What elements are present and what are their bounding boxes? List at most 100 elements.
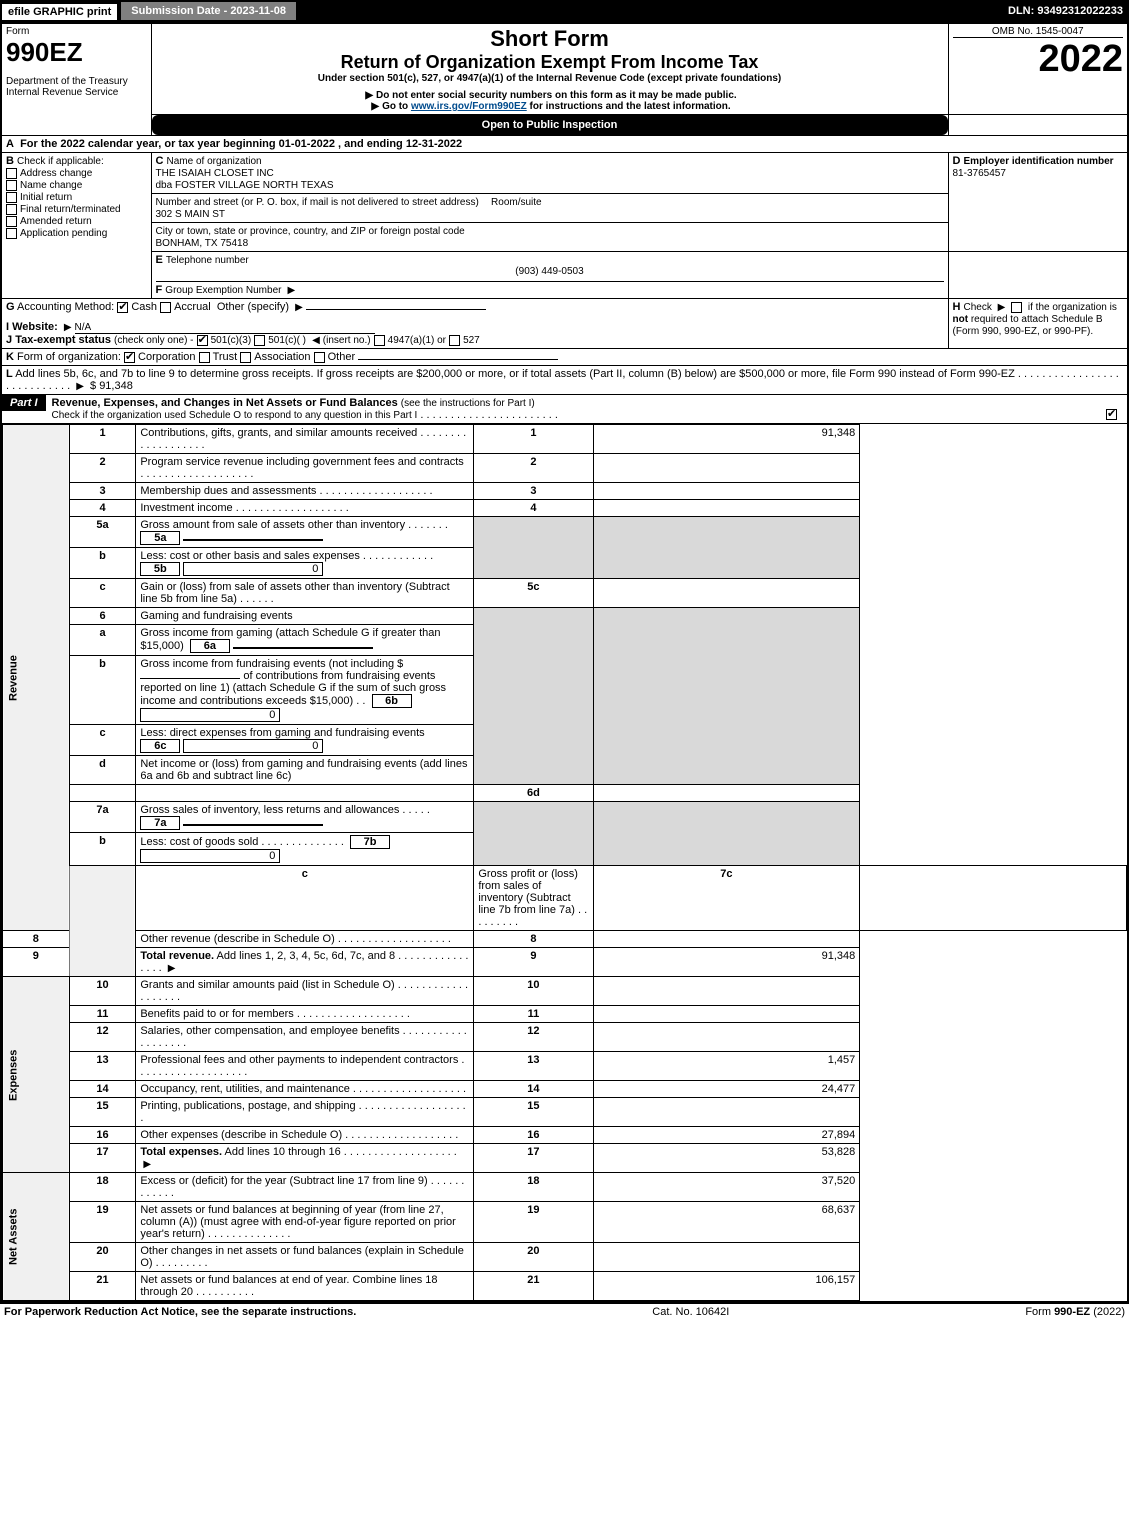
irs-link[interactable]: www.irs.gov/Form990EZ xyxy=(411,101,527,112)
ssn-warning: Do not enter social security numbers on … xyxy=(376,90,737,101)
checkbox-part-i-scho[interactable] xyxy=(1106,409,1117,420)
ln-20-text: Other changes in net assets or fund bala… xyxy=(136,1243,474,1272)
ln-10-text: Grants and similar amounts paid (list in… xyxy=(136,977,474,1006)
ln-5b-text: Less: cost or other basis and sales expe… xyxy=(136,548,474,579)
return-title: Return of Organization Exempt From Incom… xyxy=(156,52,944,73)
arrow-icon xyxy=(368,101,382,112)
checkbox-final-return[interactable] xyxy=(6,204,17,215)
lines-container: Revenue 1 Contributions, gifts, grants, … xyxy=(1,424,1128,1303)
tax-year: 2022 xyxy=(953,38,1124,81)
ln-19-text: Net assets or fund balances at beginning… xyxy=(136,1202,474,1243)
b-item-0: Address change xyxy=(20,168,92,179)
ln-6b-text: Gross income from fundraising events (no… xyxy=(136,656,474,725)
checkbox-initial-return[interactable] xyxy=(6,192,17,203)
ln-1: 1 xyxy=(69,425,136,454)
checkbox-name-change[interactable] xyxy=(6,180,17,191)
ln-7b-text: Less: cost of goods sold . . . . . . . .… xyxy=(136,833,474,866)
ln-14-amt: 24,477 xyxy=(593,1081,860,1098)
k-label: Form of organization: xyxy=(17,351,121,363)
d-label: Employer identification number xyxy=(964,156,1114,167)
checkbox-cash[interactable] xyxy=(117,302,128,313)
ln-2-text: Program service revenue including govern… xyxy=(136,454,474,483)
website-value: N/A xyxy=(75,322,92,333)
checkbox-501c3[interactable] xyxy=(197,335,208,346)
arrow-icon xyxy=(165,962,179,974)
line-a: A For the 2022 calendar year, or tax yea… xyxy=(1,136,1128,153)
side-expenses: Expenses xyxy=(3,977,70,1173)
footer-cat: Cat. No. 10642I xyxy=(652,1306,729,1318)
dln-label: DLN: 93492312022233 xyxy=(1008,5,1129,17)
ln-5a-text: Gross amount from sale of assets other t… xyxy=(136,517,474,548)
section-d: D Employer identification number 81-3765… xyxy=(948,153,1128,252)
submission-date-label: Submission Date - 2023-11-08 xyxy=(121,2,296,20)
ln-18-amt: 37,520 xyxy=(593,1173,860,1202)
checkbox-corp[interactable] xyxy=(124,352,135,363)
checkbox-assoc[interactable] xyxy=(240,352,251,363)
arrow-icon xyxy=(73,380,87,392)
ln-21-text: Net assets or fund balances at end of ye… xyxy=(136,1272,474,1301)
ln-4-text: Investment income xyxy=(136,500,474,517)
part-i-title: Revenue, Expenses, and Changes in Net As… xyxy=(52,397,398,409)
checkbox-other[interactable] xyxy=(314,352,325,363)
room-label: Room/suite xyxy=(491,197,542,208)
side-netassets: Net Assets xyxy=(3,1173,70,1301)
street-label: Number and street (or P. O. box, if mail… xyxy=(156,197,479,208)
k-corp: Corporation xyxy=(138,351,195,363)
l-text: Add lines 5b, 6c, and 7b to line 9 to de… xyxy=(15,368,1015,380)
ln-1-amt: 91,348 xyxy=(593,425,860,454)
checkbox-address-change[interactable] xyxy=(6,168,17,179)
arrow-icon xyxy=(61,321,75,333)
section-ef: E Telephone number (903) 449-0503 F Grou… xyxy=(151,252,948,299)
checkbox-527[interactable] xyxy=(449,335,460,346)
ln-16-text: Other expenses (describe in Schedule O) xyxy=(136,1127,474,1144)
checkbox-trust[interactable] xyxy=(199,352,210,363)
b-item-1: Name change xyxy=(20,180,82,191)
section-c: C Name of organization THE ISAIAH CLOSET… xyxy=(151,153,948,252)
line-k: K Form of organization: Corporation Trus… xyxy=(1,349,1128,366)
part-i-note: (see the instructions for Part I) xyxy=(401,398,535,409)
efile-print-label[interactable]: efile GRAPHIC print xyxy=(0,2,119,20)
ln-17-text: Total expenses. Add lines 10 through 16 … xyxy=(136,1144,474,1173)
street-value: 302 S MAIN ST xyxy=(156,209,225,220)
checkbox-accrual[interactable] xyxy=(160,302,171,313)
checkbox-501c[interactable] xyxy=(254,335,265,346)
e-label: Telephone number xyxy=(166,255,249,266)
b-label: Check if applicable: xyxy=(17,156,104,167)
b-item-4: Amended return xyxy=(20,216,92,227)
g-label: Accounting Method: xyxy=(17,301,114,313)
j-insert: (insert no.) xyxy=(323,335,371,346)
dept-label: Department of the Treasury xyxy=(6,76,147,87)
checkbox-amended[interactable] xyxy=(6,216,17,227)
line-l: L Add lines 5b, 6c, and 7b to line 9 to … xyxy=(1,366,1128,395)
checkbox-h[interactable] xyxy=(1011,302,1022,313)
j-527: 527 xyxy=(463,335,480,346)
ln-6a-text: Gross income from gaming (attach Schedul… xyxy=(136,625,474,656)
ln-11-text: Benefits paid to or for members xyxy=(136,1006,474,1023)
part-i-check: Check if the organization used Schedule … xyxy=(52,410,418,421)
j-note: (check only one) - xyxy=(114,335,193,346)
checkbox-app-pending[interactable] xyxy=(6,228,17,239)
ln-9-amt: 91,348 xyxy=(593,948,860,977)
checkbox-4947[interactable] xyxy=(374,335,385,346)
goto-post: for instructions and the latest informat… xyxy=(527,101,731,112)
arrow-icon xyxy=(140,1158,154,1170)
ln-1-text: Contributions, gifts, grants, and simila… xyxy=(136,425,474,454)
g-cash: Cash xyxy=(131,301,157,313)
city-label: City or town, state or province, country… xyxy=(156,226,465,237)
section-h: H Check if the organization is not requi… xyxy=(948,299,1128,349)
open-public-cell: Open to Public Inspection xyxy=(151,115,948,136)
ein-value: 81-3765457 xyxy=(953,168,1006,179)
ln-7a-text: Gross sales of inventory, less returns a… xyxy=(136,802,474,833)
form-number: 990EZ xyxy=(6,37,147,68)
ln-15-text: Printing, publications, postage, and shi… xyxy=(136,1098,474,1127)
omb-label: OMB No. 1545-0047 xyxy=(953,26,1124,38)
org-name: THE ISAIAH CLOSET INC xyxy=(156,168,274,179)
irs-label: Internal Revenue Service xyxy=(6,87,147,98)
arrow-left-icon xyxy=(309,334,323,346)
ln-16-amt: 27,894 xyxy=(593,1127,860,1144)
ln-19-amt: 68,637 xyxy=(593,1202,860,1243)
header-left: Form 990EZ Department of the Treasury In… xyxy=(1,23,151,136)
side-revenue: Revenue xyxy=(3,425,70,931)
header-mid: Short Form Return of Organization Exempt… xyxy=(151,23,948,115)
section-g-i: G Accounting Method: Cash Accrual Other … xyxy=(1,299,948,349)
